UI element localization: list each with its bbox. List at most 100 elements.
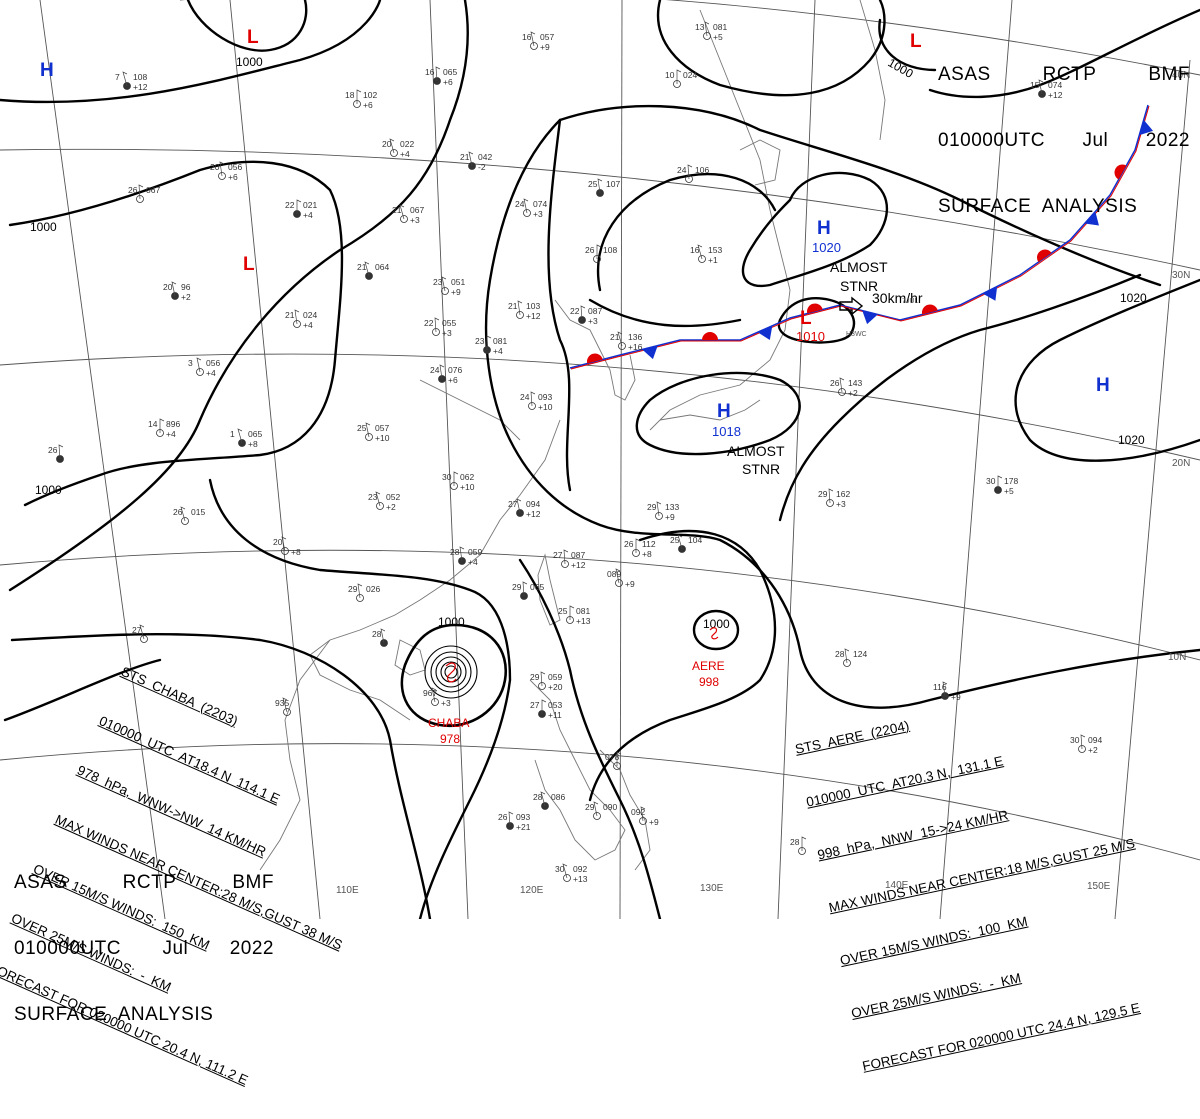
station-temperature: 26 <box>585 245 595 255</box>
typhoon-symbol-icon <box>709 627 719 640</box>
station-pressure: 090 <box>603 802 617 812</box>
station-plot: 28 124 <box>835 648 867 667</box>
wind-barb <box>58 444 64 460</box>
storm-chaba-ring <box>435 656 467 688</box>
station-temperature: 116 <box>933 682 947 692</box>
isobar <box>588 298 742 328</box>
station-pressure: 103 <box>526 301 540 311</box>
warm-front-semicircle <box>587 353 603 364</box>
station-temperature: 24 <box>677 165 687 175</box>
station-tendency: +10 <box>375 433 390 443</box>
station-temperature: 27 <box>553 550 563 560</box>
station-tendency: +9 <box>451 287 461 297</box>
station-tendency: +8 <box>642 549 652 559</box>
station-temperature: 20 <box>210 162 220 172</box>
latitude-line <box>0 549 1200 661</box>
wind-barb <box>1038 79 1044 95</box>
isobar-label: 1000 <box>438 615 465 629</box>
station-pressure: 093 <box>516 812 530 822</box>
chart-header-top: ASAS RCTP BMF 010000UTC Jul 2022 SURFACE… <box>938 20 1190 240</box>
station-pressure: 065 <box>248 429 262 439</box>
station-circle <box>838 388 846 396</box>
station-pressure: 021 <box>303 200 317 210</box>
longitude-label: 120E <box>520 885 544 896</box>
wind-barb <box>516 498 522 514</box>
station-tendency: +12 <box>133 82 148 92</box>
station-temperature: 22 <box>424 318 434 328</box>
station-temperature: 28 <box>790 837 800 847</box>
station-tendency: +12 <box>1048 90 1063 100</box>
latitude-label: 40N <box>1172 70 1190 81</box>
station-temperature: 28 <box>835 649 845 659</box>
station-pressure: 136 <box>628 332 642 342</box>
station-tendency: +13 <box>576 616 591 626</box>
coastline-china <box>309 419 561 721</box>
station-plot: 18 102+6 <box>345 89 377 110</box>
station-temperature: 30 <box>1070 735 1080 745</box>
isobar <box>484 118 1200 709</box>
station-temperature: 23 <box>433 277 443 287</box>
station-plot: 29 133+9 <box>647 501 679 522</box>
station-plot: 24 074+3 <box>515 198 547 219</box>
station-plot: 28 086 <box>533 791 565 810</box>
high-center-label: H <box>1096 375 1110 396</box>
station-plot: 20 96+2 <box>163 281 191 302</box>
longitude-label: 130E <box>700 883 724 894</box>
header-time: 010000UTC <box>938 130 1045 151</box>
wind-barb <box>364 261 370 277</box>
station-pressure: 093 <box>538 392 552 402</box>
station-pressure: 026 <box>366 584 380 594</box>
isobar-label: 1000 <box>703 617 730 631</box>
station-temperature: 22 <box>285 200 295 210</box>
station-plot: 25 081+13 <box>558 605 591 626</box>
wind-barb <box>122 71 128 87</box>
cold-front-triangle <box>862 310 878 325</box>
station-temperature: 7 <box>115 72 120 82</box>
wind-barb <box>294 309 300 325</box>
station-circle <box>843 659 851 667</box>
isobar <box>778 273 1142 522</box>
station-temperature: 26 <box>498 812 508 822</box>
station-pressure: 062 <box>460 472 474 482</box>
longitude-line <box>39 0 166 919</box>
wind-barb <box>617 331 623 347</box>
station-tendency: +9 <box>649 817 659 827</box>
coastline-korea <box>554 299 636 401</box>
cold-front-triangle <box>757 325 773 340</box>
wind-barb <box>441 276 447 292</box>
station-tendency: +2 <box>181 292 191 302</box>
wind-barb <box>596 244 602 259</box>
station-tendency: +3 <box>410 215 420 225</box>
isobar <box>596 172 777 292</box>
isobar <box>8 160 344 507</box>
station-tendency: +6 <box>443 77 453 87</box>
station-tendency: +1 <box>708 255 718 265</box>
wind-barb <box>828 488 834 504</box>
station-temperature: 078 <box>605 752 619 762</box>
wind-barb <box>844 648 850 664</box>
station-pressure: 086 <box>551 792 565 802</box>
station-plot: 20 056+6 <box>210 161 242 182</box>
station-plot: 26 093+21 <box>498 811 531 832</box>
header-line-1: ASAS RCTP BMF <box>938 64 1190 86</box>
station-tendency: +4 <box>303 320 313 330</box>
station-temperature: 29 <box>512 582 522 592</box>
wind-barb <box>380 628 386 644</box>
wind-barb <box>431 687 437 703</box>
station-plot: 21 024+4 <box>285 309 317 330</box>
wind-barb <box>530 391 536 407</box>
wind-barb <box>562 863 568 879</box>
graticule <box>0 0 1200 919</box>
wind-barb <box>1080 734 1086 750</box>
cold-front-triangle <box>982 286 998 301</box>
typhoon-symbol-icon <box>445 662 457 683</box>
motion-arrow-icon <box>839 296 864 316</box>
storm-aere-name: AERE <box>692 659 725 673</box>
wind-barb <box>375 491 381 507</box>
station-temperature: 25 <box>670 535 680 545</box>
station-temperature: 1 <box>230 429 235 439</box>
station-temperature: 21 <box>285 310 295 320</box>
station-plot: 25 107 <box>588 178 620 197</box>
wind-barb <box>839 377 845 393</box>
station-plot: 21 103+12 <box>508 300 541 321</box>
